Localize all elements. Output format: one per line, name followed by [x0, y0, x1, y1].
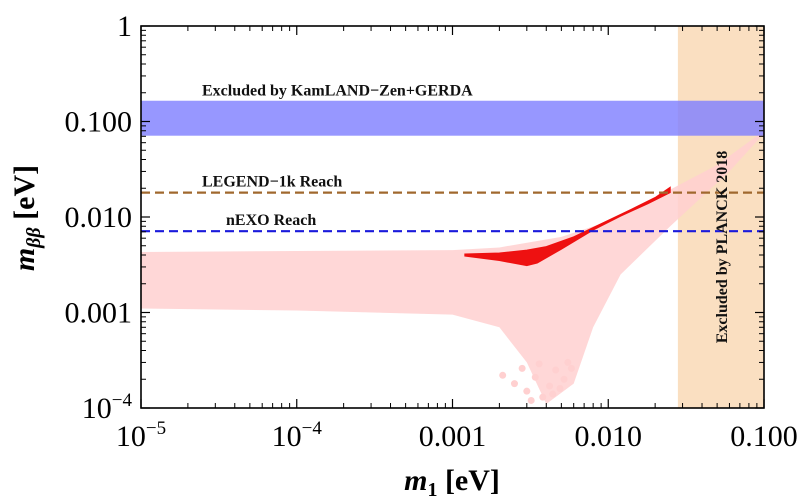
planck-label: Excluded by PLANCK 2018	[714, 151, 731, 343]
x-tick-exponent: −5	[146, 418, 166, 439]
y-tick-label: 0.010	[65, 201, 133, 234]
x-tick-text: 0.010	[575, 420, 643, 453]
x-tick-label: 10−4	[272, 418, 323, 453]
y-tick-label: 10−4	[82, 390, 133, 425]
pink-allowed-region	[141, 130, 764, 405]
pink-scatter-point	[539, 393, 547, 401]
y-tick-text: 0.010	[65, 201, 133, 234]
x-axis-label: m1 [eV]	[404, 464, 500, 497]
tick-layer	[140, 25, 765, 409]
planck-excluded-region	[677, 26, 764, 408]
reference-line-label: LEGEND−1k Reach	[202, 174, 342, 191]
y-tick-text: 0.100	[65, 106, 133, 139]
pink-scatter-point	[535, 360, 543, 368]
pink-scatter-point	[499, 371, 507, 379]
y-axis-label-base: m	[8, 248, 41, 271]
y-tick-label: 0.100	[65, 106, 133, 139]
pink-scatter-point	[552, 366, 560, 374]
x-tick-text: 0.100	[730, 420, 798, 453]
x-axis-label-subscript: 1	[427, 479, 437, 497]
x-tick-mantissa: 10	[272, 420, 302, 453]
x-axis-label-base: m	[404, 464, 427, 497]
red-allowed-region	[464, 186, 671, 267]
y-tick-exponent: −4	[112, 390, 133, 411]
pink-scatter-point	[567, 364, 575, 372]
x-tick-label: 0.001	[419, 420, 487, 453]
pink-scatter-point	[560, 375, 568, 383]
x-axis-label-unit: [eV]	[437, 464, 499, 497]
pink-scatter-point	[549, 390, 557, 398]
x-tick-mantissa: 10	[116, 420, 146, 453]
pink-scatter-point	[510, 380, 518, 388]
pink-scatter-point	[527, 396, 535, 404]
reference-line-label: nEXO Reach	[226, 212, 316, 229]
y-tick-text: 0.001	[65, 297, 133, 330]
kamland-gerda-label: Excluded by KamLAND−Zen+GERDA	[202, 83, 473, 100]
x-tick-text: 0.001	[419, 420, 487, 453]
pink-scatter-point	[564, 358, 572, 366]
x-tick-label: 0.010	[575, 420, 643, 453]
x-tick-label: 10−5	[116, 418, 166, 453]
reference-line-layer	[141, 191, 764, 233]
pink-scatter-point	[546, 382, 554, 390]
y-axis-label: mββ [eV]	[8, 165, 45, 271]
pink-scatter-point	[518, 364, 526, 372]
pink-scatter-point	[556, 385, 564, 393]
kamland-gerda-excluded-band	[141, 100, 764, 136]
x-tick-exponent: −4	[302, 418, 323, 439]
data-layer	[141, 26, 764, 408]
y-axis-label-subscript: ββ	[23, 227, 45, 249]
x-tick-label: 0.100	[730, 420, 798, 453]
y-tick-label: 0.001	[65, 297, 133, 330]
y-axis-label-unit: [eV]	[8, 165, 41, 227]
y-tick-label: 1	[117, 10, 132, 43]
y-tick-mantissa: 10	[82, 392, 112, 425]
pink-scatter-point	[531, 373, 539, 381]
y-tick-text: 1	[117, 10, 132, 43]
pink-scatter-point	[523, 387, 531, 395]
label-layer: 10−5 10−4 0.001 0.010 0.10010−40.0010.0100.1…	[8, 10, 798, 497]
